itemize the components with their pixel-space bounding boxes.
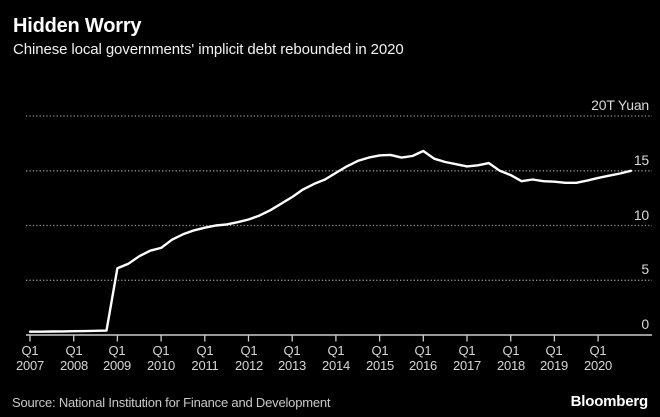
- source-text: Source: National Institution for Finance…: [12, 395, 331, 410]
- x-axis-label-year: 2015: [365, 357, 395, 373]
- x-axis-label-quarter: Q1: [502, 343, 520, 358]
- x-axis-label-quarter: Q1: [283, 343, 301, 358]
- x-axis-label-quarter: Q1: [545, 343, 563, 358]
- x-axis-label-year: 2008: [59, 357, 89, 373]
- x-axis-label-year: 2013: [277, 357, 307, 373]
- x-axis-label-year: 2010: [146, 357, 176, 373]
- x-axis-label-year: 2018: [496, 357, 526, 373]
- x-axis-label: Q1 2019: [531, 343, 577, 373]
- x-axis-label: Q1 2015: [357, 343, 403, 373]
- x-axis-label-quarter: Q1: [240, 343, 258, 358]
- x-axis-label: Q1 2011: [182, 343, 228, 373]
- x-axis-label-year: 2019: [539, 357, 569, 373]
- y-axis-label: 15: [633, 152, 649, 168]
- x-axis-label-quarter: Q1: [458, 343, 476, 358]
- x-axis-label-year: 2009: [102, 357, 132, 373]
- x-axis-label-quarter: Q1: [414, 343, 432, 358]
- x-axis-label-year: 2017: [452, 357, 482, 373]
- x-axis-label: Q1 2020: [575, 343, 621, 373]
- x-axis-label: Q1 2012: [226, 343, 272, 373]
- bloomberg-logo: Bloomberg: [570, 393, 649, 410]
- x-axis-label: Q1 2007: [7, 343, 53, 373]
- x-axis-label-year: 2014: [321, 357, 351, 373]
- x-axis-label: Q1 2009: [94, 343, 140, 373]
- x-axis-label: Q1 2018: [488, 343, 534, 373]
- chart-subtitle: Chinese local governments' implicit debt…: [13, 41, 404, 58]
- x-axis-label-quarter: Q1: [65, 343, 83, 358]
- x-axis-label: Q1 2010: [138, 343, 184, 373]
- x-axis-label-year: 2016: [408, 357, 438, 373]
- x-axis-label: Q1 2017: [444, 343, 490, 373]
- x-axis-label: Q1 2014: [313, 343, 359, 373]
- x-axis-label-quarter: Q1: [196, 343, 214, 358]
- y-axis-label: 20T Yuan: [591, 97, 649, 113]
- y-axis-label: 0: [641, 316, 649, 332]
- x-axis-label-quarter: Q1: [152, 343, 170, 358]
- x-axis-label: Q1 2013: [269, 343, 315, 373]
- y-axis-label: 5: [641, 261, 649, 277]
- x-axis-label: Q1 2008: [51, 343, 97, 373]
- x-axis-label-quarter: Q1: [589, 343, 607, 358]
- x-axis-label-year: 2011: [191, 357, 219, 373]
- x-axis-label-year: 2012: [234, 357, 264, 373]
- x-axis-label-quarter: Q1: [371, 343, 389, 358]
- x-axis-label-quarter: Q1: [108, 343, 126, 358]
- x-axis-label-quarter: Q1: [21, 343, 39, 358]
- debt-series-line: [28, 149, 633, 333]
- chart-title: Hidden Worry: [13, 15, 142, 37]
- x-axis-label-quarter: Q1: [327, 343, 345, 358]
- x-axis-label-year: 2007: [15, 357, 45, 373]
- x-axis-label: Q1 2016: [400, 343, 446, 373]
- x-axis-label-year: 2020: [583, 357, 613, 373]
- y-axis-label: 10: [633, 207, 649, 223]
